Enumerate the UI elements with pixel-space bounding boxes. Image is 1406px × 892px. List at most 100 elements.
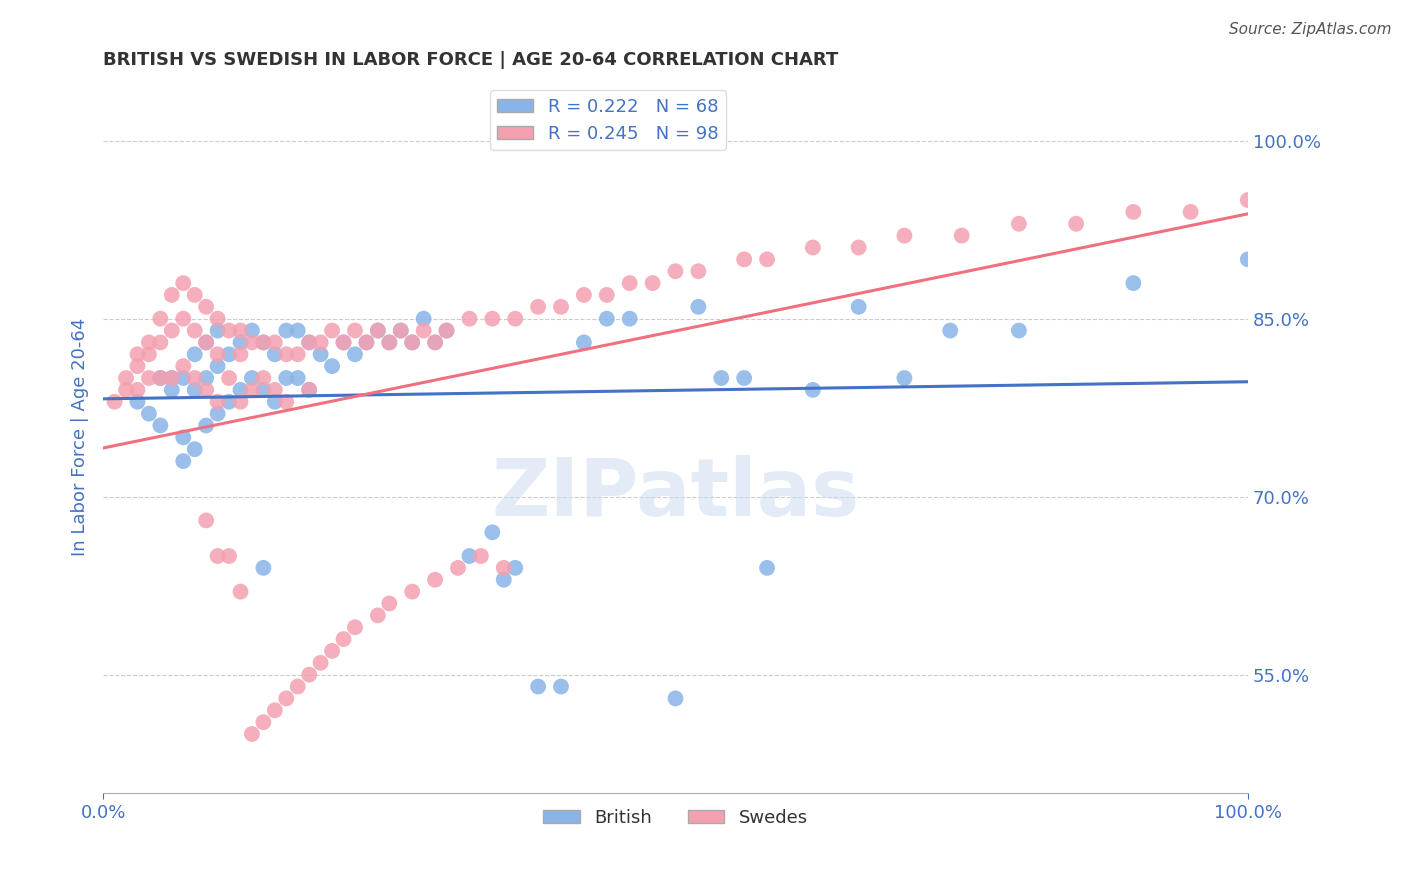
- Point: [252, 335, 274, 350]
- Point: [389, 324, 412, 338]
- Point: [252, 371, 274, 385]
- Point: [127, 383, 149, 397]
- Point: [127, 359, 149, 373]
- Point: [195, 418, 218, 433]
- Point: [309, 347, 332, 361]
- Point: [401, 335, 423, 350]
- Point: [218, 347, 240, 361]
- Point: [195, 383, 218, 397]
- Point: [160, 371, 183, 385]
- Point: [263, 394, 285, 409]
- Point: [1064, 217, 1087, 231]
- Point: [138, 407, 160, 421]
- Point: [263, 347, 285, 361]
- Point: [321, 644, 343, 658]
- Point: [218, 394, 240, 409]
- Point: [688, 264, 710, 278]
- Point: [1180, 205, 1202, 219]
- Point: [103, 394, 125, 409]
- Point: [332, 632, 354, 646]
- Point: [252, 335, 274, 350]
- Point: [848, 300, 870, 314]
- Point: [367, 324, 389, 338]
- Point: [229, 394, 252, 409]
- Point: [332, 335, 354, 350]
- Point: [527, 680, 550, 694]
- Point: [287, 347, 309, 361]
- Point: [229, 383, 252, 397]
- Point: [195, 335, 218, 350]
- Point: [229, 584, 252, 599]
- Point: [195, 371, 218, 385]
- Point: [1008, 324, 1031, 338]
- Point: [172, 454, 194, 468]
- Point: [756, 561, 779, 575]
- Point: [550, 300, 572, 314]
- Point: [138, 347, 160, 361]
- Point: [276, 394, 298, 409]
- Point: [172, 311, 194, 326]
- Point: [939, 324, 962, 338]
- Point: [503, 311, 526, 326]
- Point: [343, 347, 366, 361]
- Point: [149, 311, 172, 326]
- Point: [733, 371, 755, 385]
- Point: [115, 371, 138, 385]
- Point: [801, 383, 824, 397]
- Point: [596, 311, 619, 326]
- Point: [195, 300, 218, 314]
- Point: [423, 335, 446, 350]
- Point: [893, 371, 915, 385]
- Point: [229, 347, 252, 361]
- Point: [332, 335, 354, 350]
- Point: [127, 347, 149, 361]
- Point: [492, 561, 515, 575]
- Point: [218, 324, 240, 338]
- Point: [298, 335, 321, 350]
- Point: [664, 691, 686, 706]
- Point: [298, 383, 321, 397]
- Point: [298, 383, 321, 397]
- Point: [801, 240, 824, 254]
- Point: [276, 347, 298, 361]
- Point: [287, 324, 309, 338]
- Point: [252, 715, 274, 730]
- Point: [619, 311, 641, 326]
- Point: [276, 324, 298, 338]
- Point: [321, 324, 343, 338]
- Point: [401, 335, 423, 350]
- Point: [343, 620, 366, 634]
- Point: [149, 371, 172, 385]
- Point: [389, 324, 412, 338]
- Point: [183, 371, 205, 385]
- Point: [572, 335, 595, 350]
- Point: [218, 549, 240, 563]
- Text: ZIPatlas: ZIPatlas: [491, 455, 859, 533]
- Point: [309, 656, 332, 670]
- Point: [138, 371, 160, 385]
- Point: [412, 311, 434, 326]
- Point: [207, 549, 229, 563]
- Point: [458, 549, 481, 563]
- Point: [252, 561, 274, 575]
- Point: [287, 680, 309, 694]
- Point: [183, 324, 205, 338]
- Point: [263, 383, 285, 397]
- Point: [172, 371, 194, 385]
- Point: [195, 335, 218, 350]
- Point: [1008, 217, 1031, 231]
- Point: [572, 288, 595, 302]
- Point: [172, 276, 194, 290]
- Point: [298, 667, 321, 681]
- Point: [1237, 252, 1260, 267]
- Point: [401, 584, 423, 599]
- Point: [470, 549, 492, 563]
- Point: [229, 324, 252, 338]
- Point: [115, 383, 138, 397]
- Point: [183, 347, 205, 361]
- Text: Source: ZipAtlas.com: Source: ZipAtlas.com: [1229, 22, 1392, 37]
- Point: [207, 347, 229, 361]
- Point: [183, 442, 205, 457]
- Text: BRITISH VS SWEDISH IN LABOR FORCE | AGE 20-64 CORRELATION CHART: BRITISH VS SWEDISH IN LABOR FORCE | AGE …: [103, 51, 838, 69]
- Point: [950, 228, 973, 243]
